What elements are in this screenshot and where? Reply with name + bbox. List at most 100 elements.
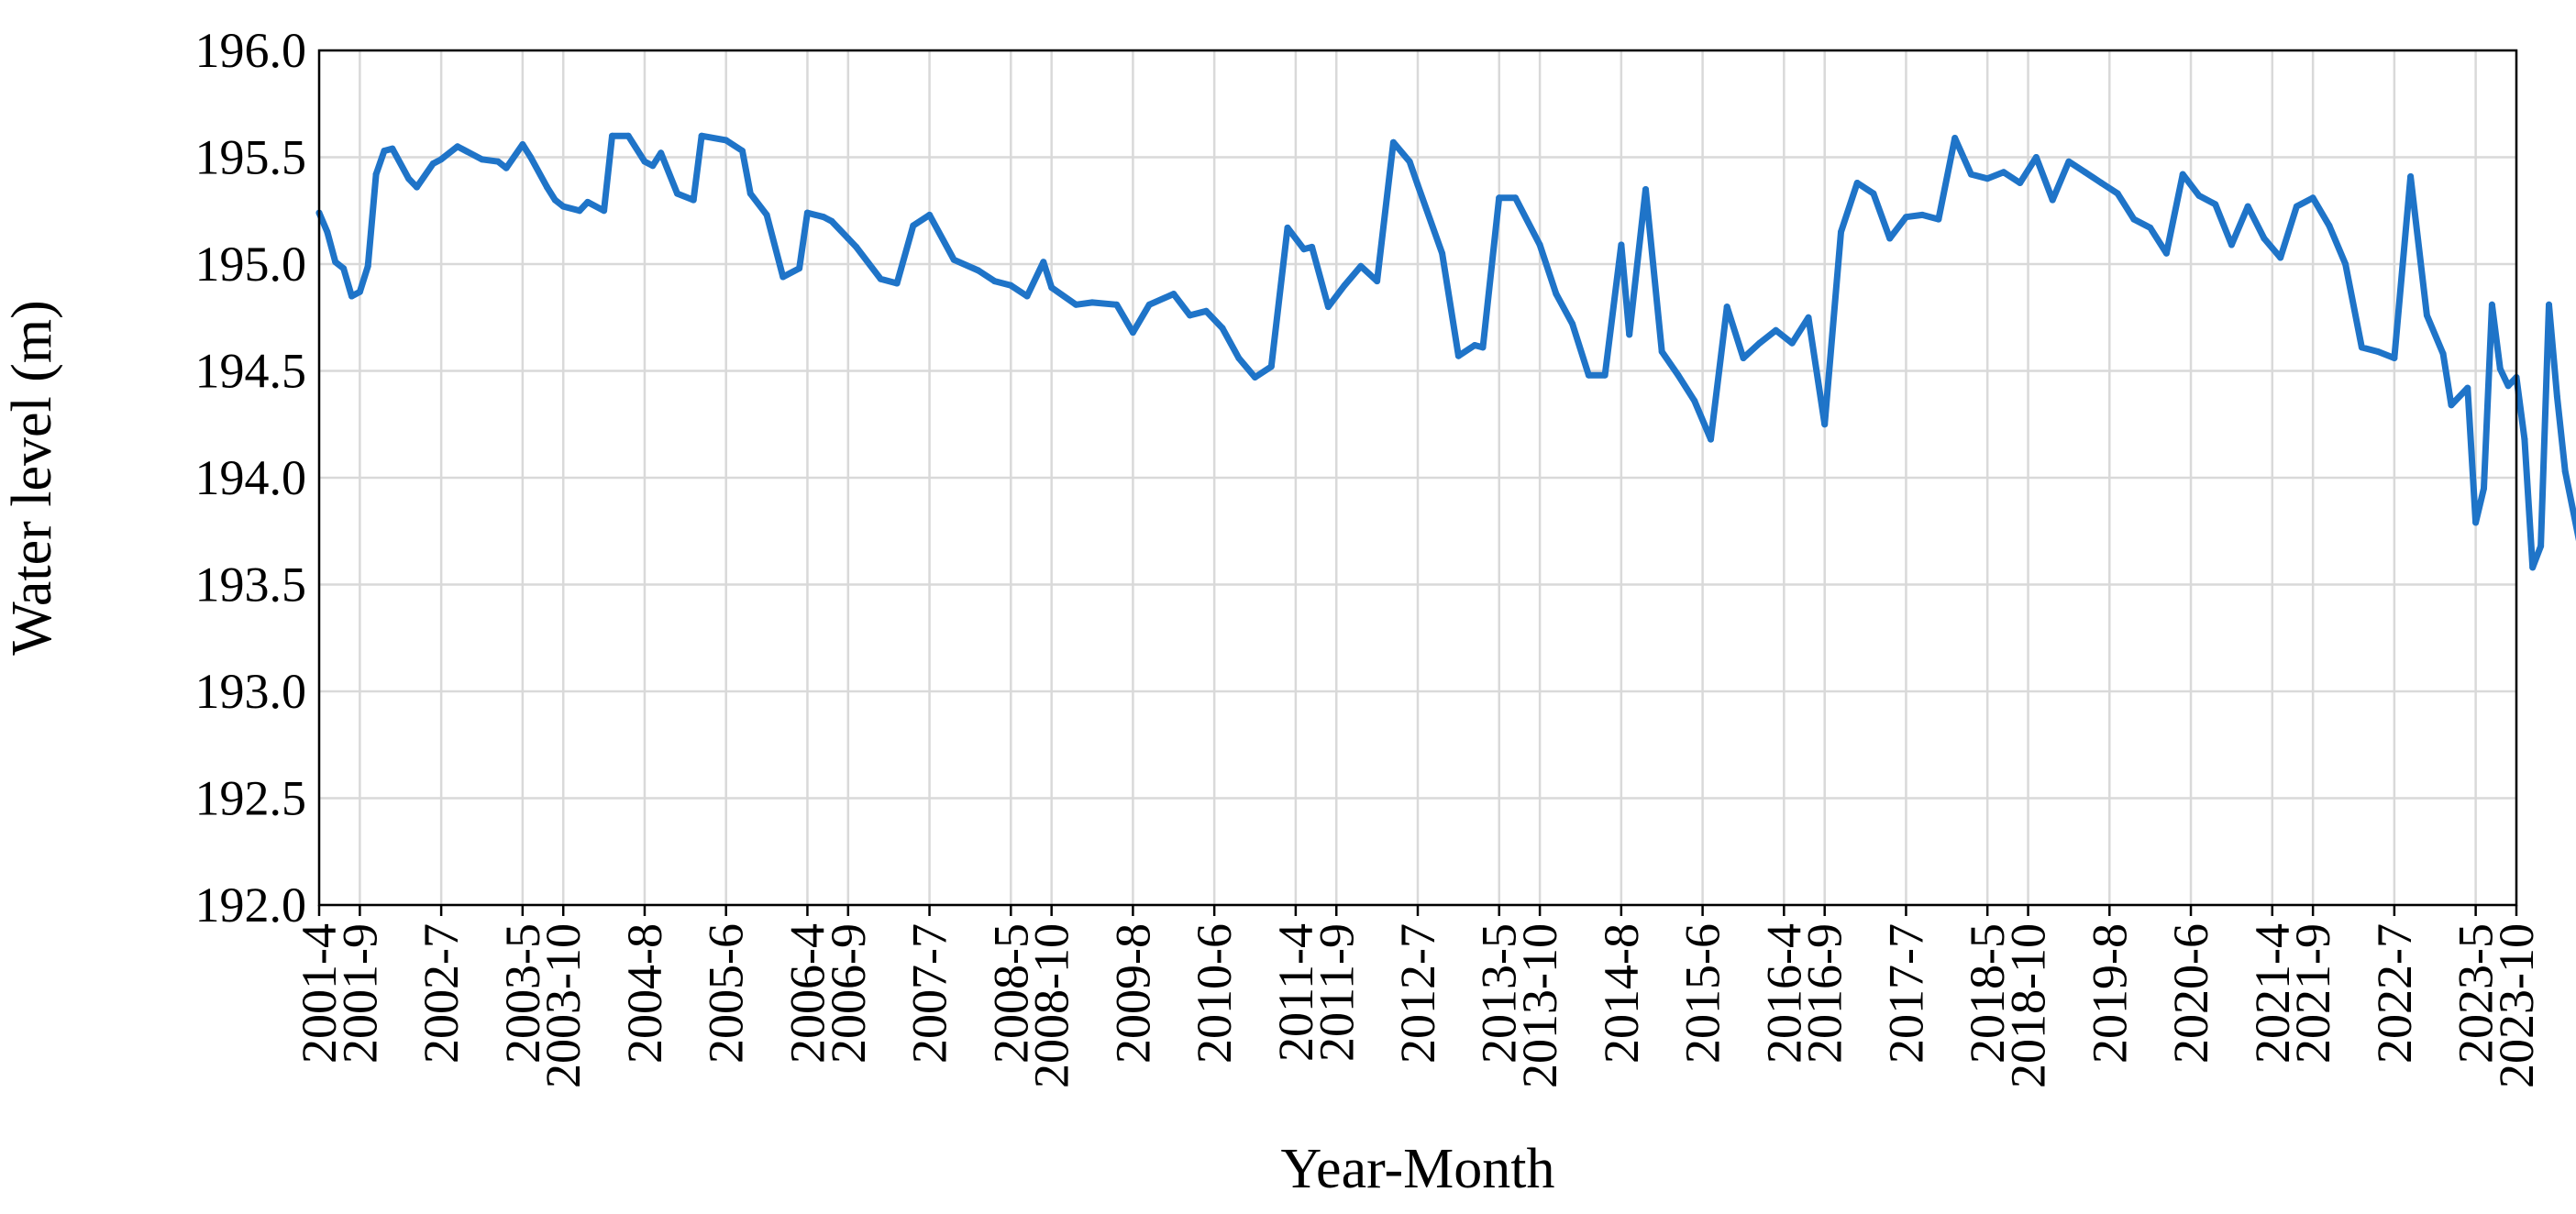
data-point	[1935, 215, 1942, 223]
data-point	[2496, 365, 2504, 372]
data-point	[2293, 203, 2300, 210]
x-tick-label: 2010-6	[1187, 923, 1242, 1064]
y-tick-label: 193.5	[195, 557, 307, 613]
x-tick-label: 2022-7	[2367, 923, 2422, 1064]
data-point	[601, 207, 608, 215]
data-point	[2391, 355, 2398, 361]
data-point	[1072, 301, 1079, 308]
data-point	[479, 156, 485, 163]
data-point	[1902, 214, 1909, 221]
x-tick-label: 2011-9	[1309, 923, 1364, 1062]
data-point	[340, 265, 348, 272]
data-point	[1626, 331, 1633, 338]
data-point	[2114, 190, 2121, 197]
data-point	[763, 211, 770, 218]
data-point	[1300, 246, 1308, 253]
data-point	[494, 158, 502, 165]
data-point	[1821, 421, 1829, 428]
x-tick-label: 2009-8	[1105, 923, 1160, 1064]
data-point	[1145, 301, 1153, 308]
data-point	[1341, 281, 1348, 289]
data-point	[1357, 262, 1365, 270]
data-point	[1658, 348, 1665, 355]
data-point	[2374, 348, 2382, 355]
data-point	[2179, 171, 2186, 178]
x-tick-label: 2018-5	[1960, 923, 2015, 1064]
x-tick-label: 2002-7	[414, 923, 469, 1064]
data-point	[2553, 393, 2560, 400]
y-tick-label: 192.0	[195, 877, 307, 933]
data-point	[2309, 194, 2316, 202]
data-point	[1170, 291, 1177, 298]
data-point	[519, 141, 526, 148]
y-axis-tick-labels: 192.0 192.5 193.0 193.5 194.0 194.5 195.0 195.5…	[195, 23, 307, 933]
data-point	[2488, 301, 2495, 308]
data-point	[2130, 215, 2138, 223]
data-point	[2049, 196, 2056, 204]
data-point	[1838, 228, 1844, 236]
data-point	[2448, 402, 2455, 409]
data-point	[2342, 260, 2349, 268]
data-point	[414, 183, 420, 191]
y-tick-label: 194.5	[195, 344, 307, 399]
data-point	[658, 149, 665, 157]
data-point	[641, 158, 648, 165]
x-tick-label: 2003-5	[495, 923, 550, 1064]
data-point	[1723, 304, 1730, 311]
data-point	[1007, 281, 1014, 289]
data-point	[2147, 224, 2154, 231]
y-tick-label: 192.5	[195, 771, 307, 826]
data-point	[1113, 301, 1121, 308]
data-point	[674, 190, 680, 197]
data-point	[1967, 171, 1974, 178]
data-point	[1918, 211, 1926, 218]
data-point	[1553, 291, 1560, 298]
data-point	[429, 160, 437, 167]
data-point	[2423, 312, 2430, 319]
data-point	[2358, 344, 2365, 351]
data-point	[1569, 320, 1576, 327]
x-tick-label: 2008-5	[983, 923, 1038, 1064]
x-tick-label: 2004-8	[617, 923, 672, 1064]
data-point	[2065, 158, 2073, 165]
data-point	[2082, 169, 2089, 176]
data-point	[1479, 344, 1487, 351]
x-tick-label: 2015-6	[1675, 923, 1730, 1064]
data-point	[609, 132, 615, 139]
data-point	[1439, 249, 1446, 257]
data-point	[405, 175, 413, 182]
data-point	[503, 164, 510, 171]
data-point	[2537, 543, 2545, 550]
data-point	[1406, 158, 1413, 165]
data-point	[2261, 235, 2268, 242]
data-point	[1773, 326, 1779, 334]
data-point	[1805, 314, 1812, 321]
data-point	[2521, 436, 2528, 443]
y-tick-label: 196.0	[195, 23, 307, 78]
data-point	[2529, 564, 2537, 571]
data-point	[1284, 224, 1291, 231]
data-point	[381, 148, 388, 154]
data-point	[324, 228, 331, 236]
data-point	[991, 278, 998, 285]
data-point	[1870, 190, 1877, 197]
data-point	[372, 171, 380, 178]
data-point	[845, 235, 852, 242]
data-point	[910, 222, 917, 229]
data-point	[1235, 355, 1243, 361]
x-tick-label: 2007-7	[902, 923, 957, 1064]
x-tick-label: 2006-4	[779, 923, 835, 1064]
data-point	[1324, 304, 1332, 311]
y-tick-label: 195.0	[195, 237, 307, 292]
data-point	[1187, 312, 1193, 319]
data-point	[1374, 278, 1381, 285]
data-point	[1023, 292, 1031, 300]
data-point	[746, 190, 754, 197]
data-point	[2228, 241, 2235, 248]
data-point	[950, 256, 957, 263]
x-tick-label: 2013-5	[1472, 923, 1527, 1064]
data-point	[2032, 154, 2040, 160]
